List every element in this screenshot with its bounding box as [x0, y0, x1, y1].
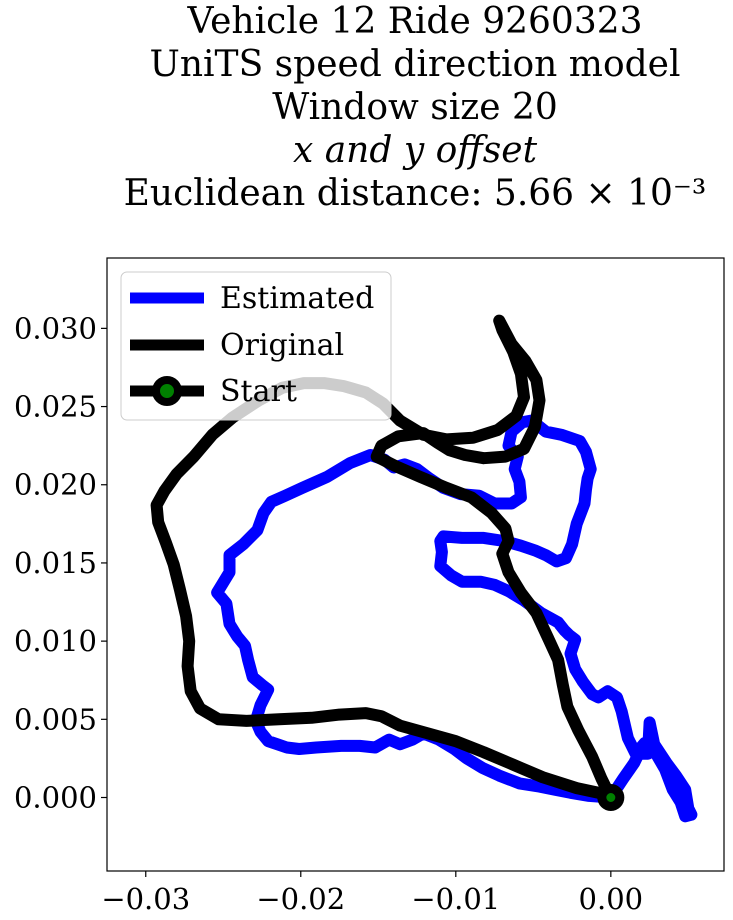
start-point-marker	[597, 784, 625, 812]
y-tick-label: 0.010	[14, 624, 97, 658]
legend-label-estimated: Estimated	[220, 281, 374, 316]
y-tick-label: 0.005	[14, 702, 97, 736]
chart-title: Vehicle 12 Ride 9260323 UniTS speed dire…	[60, 0, 733, 215]
x-axis: −0.03 −0.02 −0.01 0.00	[101, 871, 643, 916]
legend-box	[120, 271, 392, 421]
x-tick-label: −0.01	[411, 882, 500, 916]
y-axis: 0.000 0.005 0.010 0.015 0.020 0.025 0.030	[14, 311, 107, 815]
x-tick-label: 0.00	[579, 882, 644, 916]
title-line-2: UniTS speed direction model	[149, 44, 681, 85]
y-tick-label: 0.015	[14, 546, 97, 580]
x-tick-label: −0.02	[256, 882, 345, 916]
series-layer	[150, 314, 698, 823]
title-line-1: Vehicle 12 Ride 9260323	[187, 1, 643, 42]
title-line-4: x and y offset	[292, 130, 538, 171]
plot-frame	[106, 257, 725, 872]
legend-label-start: Start	[220, 374, 297, 409]
y-tick-label: 0.030	[14, 311, 97, 345]
y-tick-label: 0.000	[14, 781, 97, 815]
y-tick-label: 0.020	[14, 468, 97, 502]
title-line-5: Euclidean distance: 5.66 × 10⁻³	[123, 173, 707, 214]
x-tick-label: −0.03	[101, 882, 190, 916]
legend-marker-start	[152, 376, 182, 406]
legend: Estimated Original Start	[120, 271, 392, 421]
y-tick-label: 0.025	[14, 390, 97, 424]
series-line-estimated	[211, 414, 698, 823]
series-line-original	[150, 314, 617, 804]
title-line-3: Window size 20	[272, 87, 558, 128]
legend-label-original: Original	[220, 328, 344, 363]
